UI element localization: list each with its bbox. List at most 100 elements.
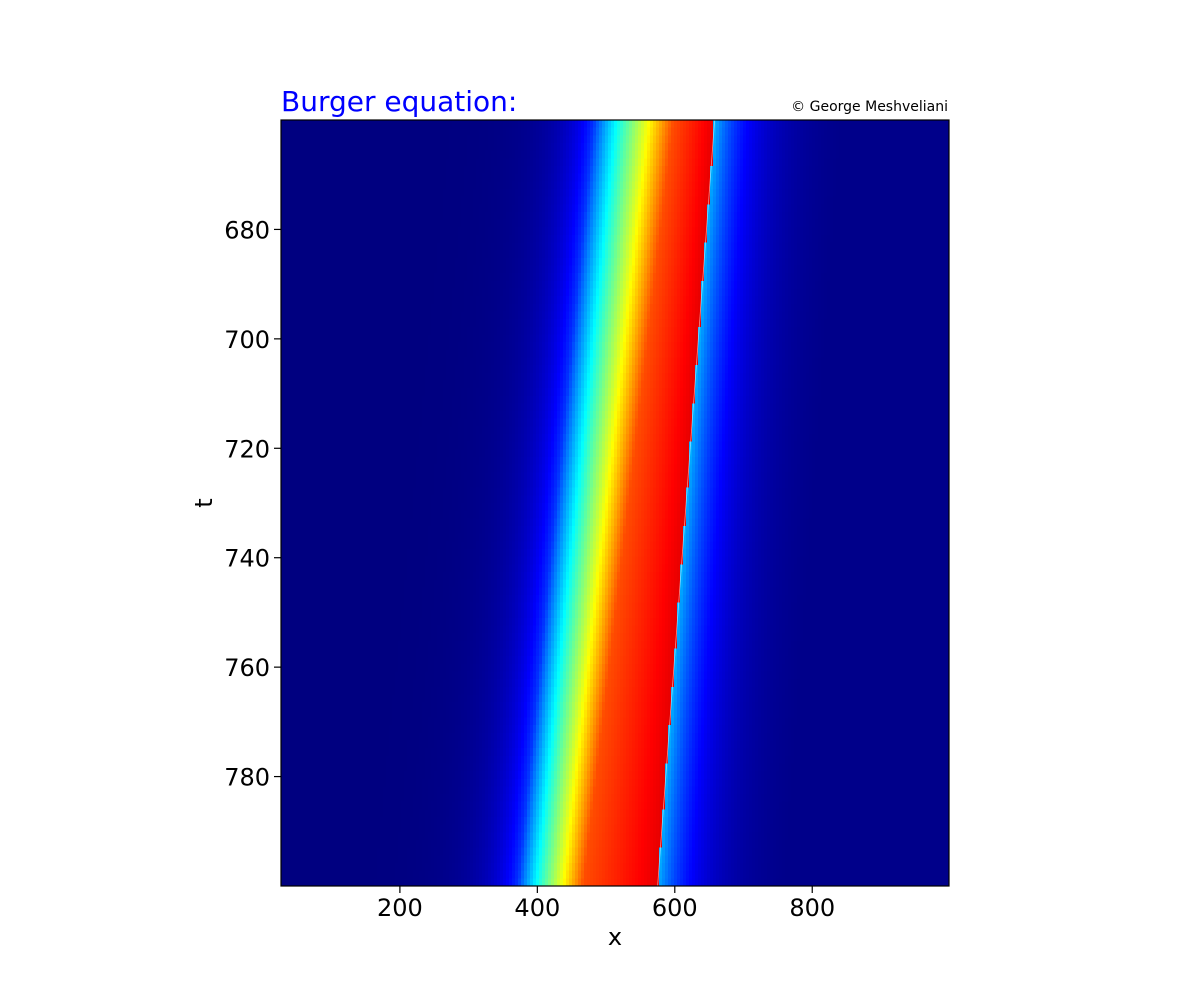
heatmap-cell: [425, 220, 428, 228]
heatmap-cell: [896, 166, 899, 174]
heatmap-cell: [677, 250, 680, 258]
heatmap-cell: [377, 250, 380, 258]
heatmap-cell: [404, 204, 407, 212]
heatmap-cell: [716, 281, 719, 289]
heatmap-cell: [854, 151, 857, 159]
heatmap-cell: [299, 220, 302, 228]
heatmap-cell: [446, 120, 449, 128]
heatmap-cell: [488, 220, 491, 228]
heatmap-cell: [455, 266, 458, 274]
heatmap-cell: [389, 289, 392, 297]
heatmap-cell: [590, 174, 593, 182]
heatmap-cell: [899, 273, 902, 281]
heatmap-cell: [527, 143, 530, 151]
heatmap-cell: [506, 197, 509, 205]
heatmap-cell: [581, 250, 584, 258]
heatmap-cell: [785, 120, 788, 128]
heatmap-cell: [641, 266, 644, 274]
heatmap-cell: [362, 189, 365, 197]
heatmap-cell: [497, 174, 500, 182]
heatmap-cell: [368, 128, 371, 136]
heatmap-cell: [800, 227, 803, 235]
heatmap-cell: [923, 281, 926, 289]
heatmap-cell: [734, 266, 737, 274]
heatmap-cell: [899, 151, 902, 159]
heatmap-cell: [866, 250, 869, 258]
heatmap-cell: [368, 166, 371, 174]
heatmap-cell: [623, 181, 626, 189]
heatmap-cell: [911, 243, 914, 251]
heatmap-cell: [284, 158, 287, 166]
heatmap-cell: [470, 250, 473, 258]
heatmap-cell: [686, 128, 689, 136]
heatmap-cell: [416, 128, 419, 136]
heatmap-cell: [335, 266, 338, 274]
heatmap-cell: [521, 135, 524, 143]
heatmap-cell: [542, 235, 545, 243]
heatmap-cell: [686, 250, 689, 258]
heatmap-cell: [308, 258, 311, 266]
heatmap-cell: [869, 120, 872, 128]
heatmap-cell: [455, 235, 458, 243]
heatmap-cell: [380, 143, 383, 151]
heatmap-cell: [665, 273, 668, 281]
heatmap-cell: [434, 143, 437, 151]
heatmap-cell: [743, 197, 746, 205]
heatmap-cell: [545, 197, 548, 205]
heatmap-cell: [890, 227, 893, 235]
heatmap-cell: [515, 151, 518, 159]
heatmap-cell: [350, 243, 353, 251]
heatmap-cell: [785, 158, 788, 166]
heatmap-cell: [797, 174, 800, 182]
heatmap-cell: [572, 143, 575, 151]
heatmap-cell: [650, 273, 653, 281]
heatmap-cell: [566, 258, 569, 266]
heatmap-cell: [941, 128, 944, 136]
heatmap-cell: [587, 128, 590, 136]
heatmap-cell: [614, 120, 617, 128]
heatmap-cell: [905, 189, 908, 197]
heatmap-cell: [485, 120, 488, 128]
heatmap-cell: [365, 120, 368, 128]
heatmap-cell: [650, 143, 653, 151]
heatmap-cell: [593, 281, 596, 289]
heatmap-cell: [614, 166, 617, 174]
heatmap-cell: [371, 204, 374, 212]
heatmap-cell: [518, 204, 521, 212]
heatmap-cell: [794, 227, 797, 235]
heatmap-cell: [404, 135, 407, 143]
heatmap-cell: [857, 212, 860, 220]
heatmap-cell: [710, 204, 713, 212]
heatmap-cell: [833, 135, 836, 143]
heatmap-cell: [512, 135, 515, 143]
heatmap-cell: [302, 151, 305, 159]
heatmap-cell: [383, 189, 386, 197]
heatmap-cell: [692, 250, 695, 258]
heatmap-cell: [662, 243, 665, 251]
heatmap-cell: [317, 128, 320, 136]
heatmap-cell: [392, 250, 395, 258]
heatmap-cell: [341, 197, 344, 205]
heatmap-cell: [602, 181, 605, 189]
heatmap-cell: [299, 227, 302, 235]
heatmap-cell: [599, 181, 602, 189]
heatmap-cell: [533, 273, 536, 281]
heatmap-cell: [341, 151, 344, 159]
heatmap-cell: [497, 204, 500, 212]
heatmap-cell: [944, 151, 947, 159]
heatmap-cell: [944, 181, 947, 189]
heatmap-cell: [446, 128, 449, 136]
heatmap-cell: [575, 250, 578, 258]
heatmap-cell: [674, 227, 677, 235]
heatmap-cell: [635, 235, 638, 243]
heatmap-cell: [926, 250, 929, 258]
heatmap-cell: [335, 158, 338, 166]
heatmap-cell: [710, 243, 713, 251]
heatmap-cell: [299, 281, 302, 289]
heatmap-cell: [665, 143, 668, 151]
heatmap-cell: [338, 266, 341, 274]
heatmap-cell: [539, 197, 542, 205]
heatmap-cell: [539, 174, 542, 182]
heatmap-cell: [338, 189, 341, 197]
heatmap-cell: [422, 120, 425, 128]
